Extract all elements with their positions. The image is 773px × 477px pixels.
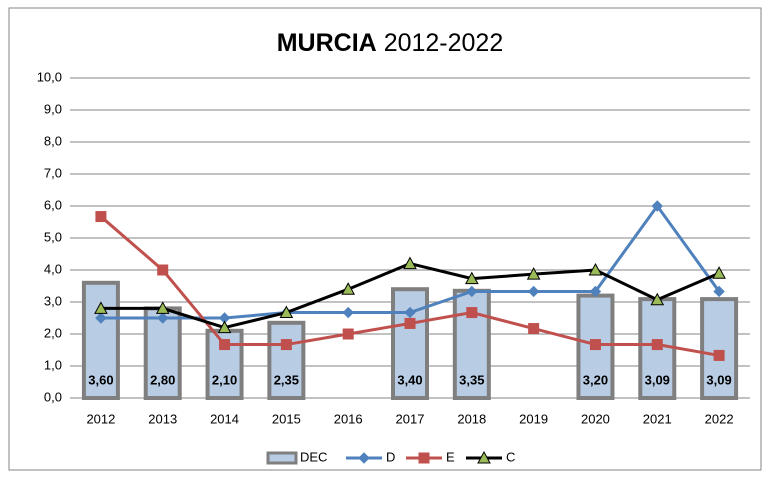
series-marker [279,305,294,319]
series-marker [712,266,726,279]
series-marker [95,211,107,223]
y-tick-label: 8,0 [44,133,62,148]
series-marker [588,262,603,276]
bar-label: 3,09 [645,372,670,387]
series-marker [651,200,663,212]
series-marker [342,328,354,340]
title-rest: 2012-2022 [384,29,504,57]
y-tick-label: 3,0 [44,293,62,308]
series-marker [157,312,169,324]
x-tick-label: 2021 [643,411,672,426]
bar-label: 2,80 [150,372,175,387]
legend-label: C [506,449,515,464]
bar-label: 2,10 [212,372,237,387]
bar-label: 3,35 [459,372,484,387]
y-tick-label: 4,0 [44,261,62,276]
bar-label: 2,35 [274,372,299,387]
series-marker [219,339,231,351]
series-marker [527,285,540,298]
series-marker [217,320,232,334]
x-tick-label: 2022 [705,411,734,426]
series-marker [95,312,107,324]
bar-label: 3,40 [397,372,422,387]
series-marker [713,285,725,298]
series-marker [280,339,292,351]
x-tick-label: 2016 [334,411,363,426]
x-tick-label: 2019 [519,411,548,426]
series-marker [589,285,602,298]
x-tick-label: 2013 [148,411,177,426]
series-marker [589,339,601,351]
series-marker [651,339,663,351]
series-marker [526,267,541,280]
bar-label: 3,09 [706,372,731,387]
chart-title: MURCIA 2012-2022 [277,29,504,57]
series-marker [466,307,478,319]
y-tick-label: 5,0 [44,229,62,244]
legend-swatch [266,451,298,465]
series-marker [94,301,108,314]
legend-label: DEC [300,449,327,464]
series-marker [650,292,665,306]
y-tick-label: 7,0 [44,165,62,180]
x-tick-label: 2017 [396,411,425,426]
series-marker [466,285,478,298]
legend-marker [358,452,370,464]
series-marker [155,301,170,314]
x-tick-label: 2018 [457,411,486,426]
series-marker [342,306,354,319]
y-tick-label: 9,0 [44,101,62,116]
x-tick-label: 2020 [581,411,610,426]
title-bold: MURCIA [277,29,377,57]
series-marker [528,323,540,335]
series-marker [713,349,725,361]
x-tick-label: 2014 [210,411,239,426]
legend-label: D [386,449,395,464]
bar-label: 3,60 [88,372,113,387]
y-tick-label: 6,0 [44,197,62,212]
x-tick-label: 2012 [86,411,115,426]
series-marker [341,282,356,295]
y-tick-label: 10,0 [37,69,62,84]
legend-label: E [446,449,455,464]
chart-frame [8,7,762,471]
x-tick-label: 2015 [272,411,301,426]
series-marker [404,317,416,329]
y-tick-label: 2,0 [44,325,62,340]
series-marker [464,271,479,285]
bar [700,297,739,400]
series-marker [157,264,169,276]
series-marker [403,256,417,270]
series-marker [404,306,416,319]
y-tick-label: 0,0 [44,389,62,404]
bar-label: 3,20 [583,372,608,387]
y-tick-label: 1,0 [44,357,62,372]
legend-marker [418,452,430,464]
legend-marker [477,450,491,464]
bar [267,320,306,400]
